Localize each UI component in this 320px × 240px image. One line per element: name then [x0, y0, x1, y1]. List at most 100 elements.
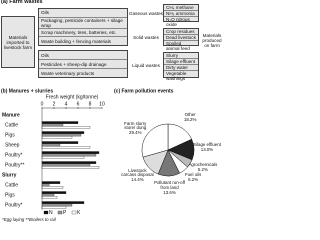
legend-swatch — [43, 210, 49, 215]
slice-value: 5.2% — [197, 167, 208, 173]
bar — [41, 193, 55, 197]
list-item: N₂O nitrous oxide — [164, 16, 198, 27]
list-item: Dirty water — [164, 64, 198, 70]
bar — [41, 201, 85, 204]
legend-swatch — [57, 210, 63, 215]
footnote: *Egg laying **Broilers to rail — [2, 217, 57, 222]
list-item: CH₄ methane — [166, 5, 194, 10]
slice-name: Pollutant run-off from land — [154, 179, 185, 190]
slice-value: 13.0% — [200, 147, 214, 153]
axis-label: Fresh weight (kg/tonne) — [46, 94, 99, 100]
list-item: Dead livestock — [164, 34, 198, 40]
slice-name: Silage effluent — [193, 142, 221, 148]
bar — [41, 181, 61, 184]
gaseous-box: CH₄ methane NH₃ ammonia N₂O nitrous oxide — [163, 4, 199, 27]
bar — [41, 136, 73, 139]
bar — [41, 183, 50, 187]
list-item: Slurry — [166, 53, 178, 58]
imported-solid: Oils Packaging, pesticide containers + si… — [38, 8, 128, 46]
y-tick-label: Poultry** — [5, 162, 25, 168]
bar — [41, 126, 91, 129]
y-tick-label: Poultry* — [5, 152, 23, 158]
slice-label: Fuel oils 6.2% — [176, 172, 210, 183]
list-item: Oils — [41, 52, 49, 58]
bar — [41, 166, 100, 169]
chart-title: (c) Farm pollution events — [114, 88, 174, 94]
y-tick-label: Pigs — [5, 192, 15, 198]
slice-name: Farm slurry store/ dung — [124, 120, 147, 131]
list-item: Waste veterinary products — [39, 68, 127, 77]
waste-type: Liquid wastes — [132, 62, 160, 68]
list-item: Scrap machinery, tires, batteries, etc. — [39, 27, 127, 37]
produced-liquid: Slurry Silage effluent Dirty water Vegetabl… — [163, 52, 199, 81]
bar — [41, 196, 58, 199]
slice-label: Pollutant run-off from land 13.6% — [153, 179, 187, 195]
produced-label: Materials produced on farm — [202, 32, 222, 48]
slice-value: 14.4% — [131, 177, 144, 183]
slice-label: Livestock carcass disposal 14.4% — [120, 167, 154, 183]
list-item: Vegetable washings — [164, 70, 198, 81]
slice-name: Fuel oils — [184, 172, 202, 178]
legend-label: K — [77, 210, 81, 216]
page: (a) Farm wastes Materials imported to li… — [1, 0, 224, 223]
pie-slice — [141, 123, 169, 158]
slice-value: 6.2% — [188, 177, 199, 183]
y-tick-label: Sheep — [5, 142, 20, 148]
x-tick-label: 4 — [65, 101, 68, 107]
slice-label: Silage effluent 13.0% — [190, 142, 224, 153]
produced-solid: Crop residues Dead livestock Spoiled anima… — [163, 28, 199, 51]
slice-name: Agrochemicals — [188, 162, 218, 168]
list-item: Oils — [41, 10, 49, 16]
waste-type: Gaseous wastes — [129, 10, 163, 16]
bar — [41, 153, 97, 157]
imported-box: Materials imported to livestock farm — [1, 16, 35, 68]
bar — [41, 133, 82, 137]
bar — [41, 156, 85, 159]
list-item: Packaging, pesticide containers + silage… — [39, 16, 127, 28]
x-tick-label: 0 — [41, 101, 44, 107]
chart-title: (b) Manures + slurries — [1, 88, 53, 94]
x-tick-label: 10 — [99, 101, 105, 107]
list-item: Pesticides + sheep-dip drainage — [39, 59, 127, 68]
bar — [41, 151, 100, 154]
slice-name: Livestock carcass disposal — [121, 167, 154, 178]
bar — [41, 163, 91, 167]
x-tick-label: 8 — [89, 101, 92, 107]
bar — [41, 121, 79, 124]
bar — [41, 186, 64, 189]
group-label: Manure — [2, 112, 20, 118]
y-tick-label: Cattle — [5, 122, 18, 128]
y-tick-label: Pigs — [5, 132, 15, 138]
x-tick-label: 6 — [77, 101, 80, 107]
bar — [41, 161, 97, 164]
slice-value: 18.2% — [183, 116, 197, 122]
legend-swatch — [71, 210, 77, 215]
slice-name: Other — [184, 111, 196, 117]
y-tick-label: Poultry* — [5, 202, 23, 208]
slice-value: 13.6% — [163, 189, 176, 195]
slice-label: Other 18.2% — [173, 111, 207, 123]
list-item: Spoiled animal feed — [164, 40, 198, 51]
legend-label: P — [63, 210, 67, 216]
imported-liquid: Oils Pesticides + sheep-dip drainage Waste… — [38, 50, 128, 78]
diagram-title: (a) Farm wastes — [1, 0, 43, 5]
list-item: NH₃ ammonia — [164, 10, 198, 16]
bar — [41, 203, 73, 207]
group-label: Slurry — [2, 172, 17, 178]
list-item: Silage effluent — [164, 58, 198, 64]
bar — [41, 123, 64, 127]
waste-type: Solid wastes — [133, 34, 159, 40]
list-item: Waste building + fencing materials — [39, 36, 127, 45]
legend-label: N — [49, 210, 53, 216]
bar — [41, 143, 61, 147]
list-item: Crop residues — [166, 29, 195, 34]
y-tick-label: Cattle — [5, 182, 18, 188]
slice-value: 29.4% — [129, 130, 142, 136]
slice-label: Farm slurry store/ dung 29.4% — [118, 120, 152, 136]
slice-label: Agrochemicals 5.2% — [186, 163, 220, 173]
bar — [41, 146, 91, 149]
x-tick-label: 2 — [53, 101, 56, 107]
bar — [41, 131, 85, 134]
bar — [41, 141, 79, 144]
